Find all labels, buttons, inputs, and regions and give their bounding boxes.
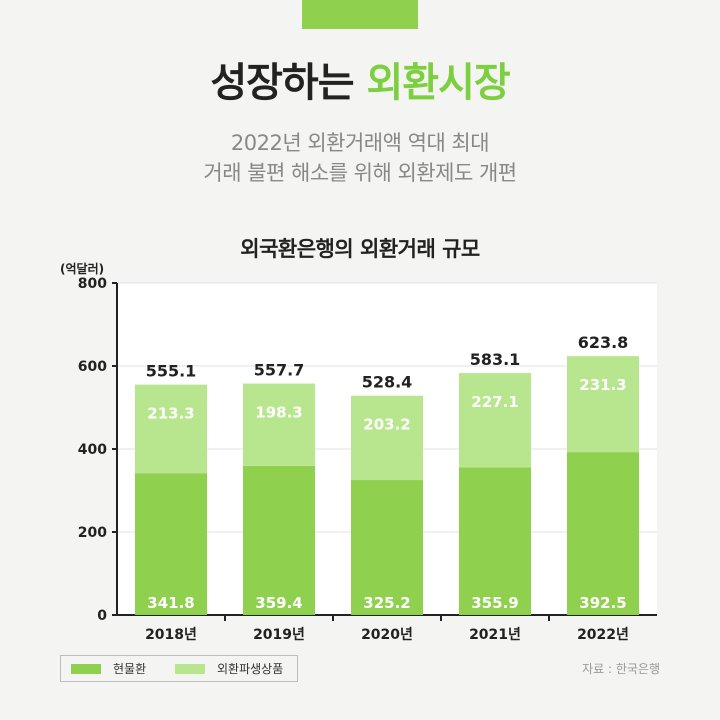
chart-title: 외국환은행의 외환거래 규모 xyxy=(240,237,480,261)
bar-segment-spot xyxy=(351,480,423,615)
data-label-total: 583.1 xyxy=(470,350,521,369)
x-tick-label: 2019년 xyxy=(253,627,305,643)
data-label-derivatives: 231.3 xyxy=(579,376,626,394)
legend: 현물환 외환파생상품 xyxy=(60,655,298,682)
data-label-total: 623.8 xyxy=(578,333,629,352)
x-tick-label: 2022년 xyxy=(577,627,629,643)
bar-segment-derivatives xyxy=(351,395,423,481)
x-tick-label: 2018년 xyxy=(145,627,197,643)
data-label-spot: 359.4 xyxy=(255,594,302,612)
bar-segment-spot xyxy=(567,452,639,615)
bar-segment-derivatives xyxy=(135,384,207,474)
title-part-2: 외환시장 xyxy=(366,60,510,106)
top-accent-tab xyxy=(302,0,418,29)
y-tick-label: 800 xyxy=(78,276,107,292)
legend-item-spot: 현물환 xyxy=(71,656,146,681)
data-label-spot: 392.5 xyxy=(579,594,626,612)
y-tick-label: 600 xyxy=(78,359,107,375)
data-label-total: 528.4 xyxy=(362,373,413,392)
bar-segment-spot xyxy=(135,473,207,615)
data-label-spot: 325.2 xyxy=(363,594,410,612)
data-label-total: 557.7 xyxy=(254,361,305,380)
subtitle-line-2: 거래 불편 해소를 위해 외환제도 개편 xyxy=(203,161,517,185)
x-tick-label: 2021년 xyxy=(469,627,521,643)
bar-segment-derivatives xyxy=(567,356,639,453)
data-label-derivatives: 227.1 xyxy=(471,393,518,411)
data-label-derivatives: 198.3 xyxy=(255,404,302,422)
bar-segment-spot xyxy=(243,465,315,615)
data-label-spot: 355.9 xyxy=(471,594,518,612)
legend-swatch-spot xyxy=(71,663,101,674)
data-label-total: 555.1 xyxy=(146,362,197,381)
data-label-derivatives: 203.2 xyxy=(363,416,410,434)
y-axis-unit: (억달러) xyxy=(60,262,105,276)
title-part-1: 성장하는 xyxy=(210,60,354,106)
subtitle-line-1: 2022년 외환거래액 역대 최대 xyxy=(230,131,490,155)
data-label-derivatives: 213.3 xyxy=(147,405,194,423)
legend-label-derivatives: 외환파생상품 xyxy=(217,662,284,676)
legend-label-spot: 현물환 xyxy=(113,662,147,676)
bar-segment-spot xyxy=(459,467,531,615)
y-tick-label: 400 xyxy=(78,442,107,458)
bar-segment-derivatives xyxy=(243,383,315,466)
bar-segment-derivatives xyxy=(459,373,531,468)
x-tick-label: 2020년 xyxy=(361,627,413,643)
data-label-spot: 341.8 xyxy=(147,594,194,612)
y-tick-label: 200 xyxy=(78,525,107,541)
legend-item-derivatives: 외환파생상품 xyxy=(175,656,283,681)
y-tick-label: 0 xyxy=(97,608,107,624)
source-note: 자료 : 한국은행 xyxy=(582,662,660,676)
legend-swatch-derivatives xyxy=(175,663,205,674)
page-title: 성장하는 외환시장 xyxy=(0,58,720,108)
